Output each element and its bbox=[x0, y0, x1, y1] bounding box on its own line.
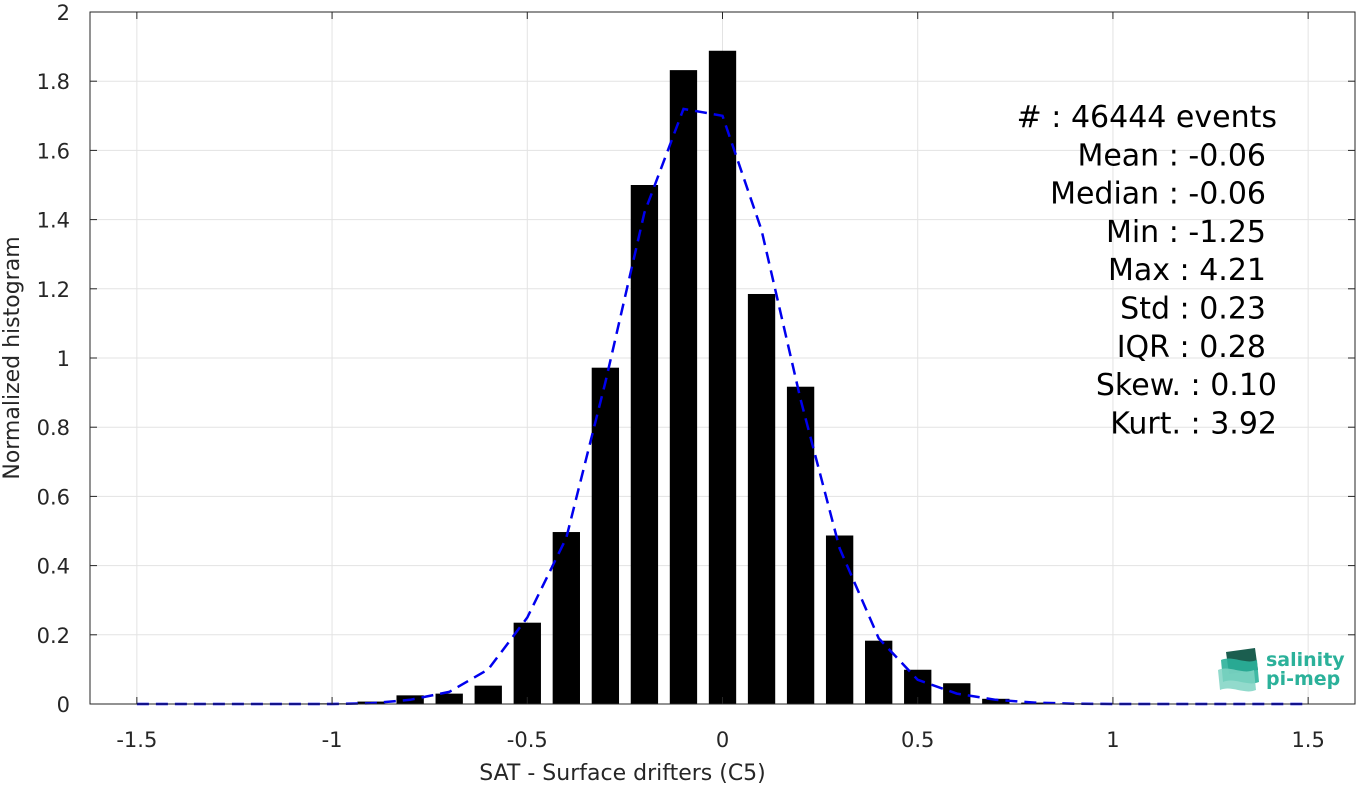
y-tick-label: 1 bbox=[57, 347, 70, 371]
y-tick-label: 1.4 bbox=[37, 209, 70, 233]
y-tick-label: 1.8 bbox=[37, 70, 70, 94]
histogram-bar bbox=[552, 532, 580, 704]
histogram-bar bbox=[435, 693, 463, 704]
y-axis-label: Normalized histogram bbox=[0, 236, 25, 479]
y-tick-label: 1.2 bbox=[37, 278, 70, 302]
x-tick-label: 0 bbox=[716, 728, 729, 752]
stat-line: IQR : 0.28 bbox=[1117, 330, 1266, 365]
histogram-bar bbox=[474, 685, 502, 704]
stat-line: Skew. : 0.10 bbox=[1096, 368, 1277, 403]
x-tick-label: 1 bbox=[1106, 728, 1119, 752]
histogram-bar bbox=[708, 50, 737, 704]
logo-line2: pi-mep bbox=[1266, 668, 1340, 690]
salinity-pi-mep-logo: salinity pi-mep bbox=[1218, 648, 1345, 692]
x-tick-label: -1 bbox=[322, 728, 343, 752]
x-tick-label: 1.5 bbox=[1291, 728, 1324, 752]
y-tick-label: 0 bbox=[57, 693, 70, 717]
histogram-bar bbox=[513, 622, 541, 704]
stat-line: Median : -0.06 bbox=[1050, 177, 1266, 212]
y-tick-label: 0.4 bbox=[37, 555, 70, 579]
histogram-bar bbox=[865, 640, 893, 704]
x-tick-label: -0.5 bbox=[507, 728, 548, 752]
x-axis-label: SAT - Surface drifters (C5) bbox=[479, 761, 766, 785]
y-tick-label: 0.2 bbox=[37, 624, 70, 648]
stat-line: # : 46444 events bbox=[1017, 100, 1277, 135]
histogram-bar bbox=[747, 293, 776, 704]
stat-line: Kurt. : 3.92 bbox=[1110, 406, 1277, 441]
histogram-bar bbox=[630, 185, 659, 704]
stat-line: Min : -1.25 bbox=[1106, 215, 1266, 250]
histogram-bar bbox=[591, 367, 620, 704]
x-tick-label: -1.5 bbox=[116, 728, 157, 752]
axis-ticks: -1.5 -1 -0.5 0 0.5 1 1.5 0 0.2 0.4 0.6 0.8 1 1.2 1.4 1.… bbox=[37, 1, 1355, 752]
x-tick-label: 0.5 bbox=[901, 728, 934, 752]
histogram-bar bbox=[669, 70, 698, 705]
stat-line: Max : 4.21 bbox=[1108, 253, 1266, 288]
histogram-bar bbox=[825, 535, 854, 704]
logo-line1: salinity bbox=[1266, 649, 1345, 671]
logo-wave-icon bbox=[1218, 648, 1259, 692]
y-tick-label: 2 bbox=[57, 1, 70, 25]
histogram-bar bbox=[982, 698, 1010, 704]
y-tick-label: 0.6 bbox=[37, 485, 70, 509]
stat-line: Std : 0.23 bbox=[1120, 292, 1266, 327]
y-tick-label: 0.8 bbox=[37, 416, 70, 440]
histogram-bars bbox=[318, 50, 1127, 705]
y-tick-label: 1.6 bbox=[37, 139, 70, 163]
histogram-bar bbox=[786, 386, 815, 704]
stat-line: Mean : -0.06 bbox=[1077, 138, 1266, 173]
